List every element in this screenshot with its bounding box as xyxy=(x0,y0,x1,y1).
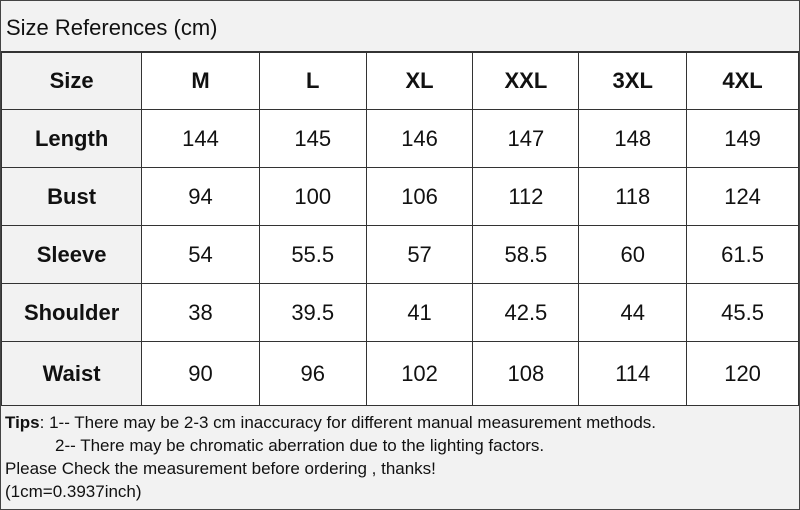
row-label: Length xyxy=(1,109,143,168)
cell-value: 120 xyxy=(686,341,799,406)
cell-value: 55.5 xyxy=(258,225,367,284)
cell-value: 108 xyxy=(472,341,580,406)
header-row: Size M L XL XXL 3XL 4XL xyxy=(1,52,799,110)
cell-value: 96 xyxy=(258,341,367,406)
cell-value: 145 xyxy=(258,109,367,168)
size-header: 3XL xyxy=(578,52,688,110)
tip-line: Tips: 1-- There may be 2-3 cm inaccuracy… xyxy=(5,411,656,434)
cell-value: 38 xyxy=(141,283,260,342)
cell-value: 144 xyxy=(141,109,260,168)
cell-value: 41 xyxy=(365,283,474,342)
row-label: Shoulder xyxy=(1,283,143,342)
cell-value: 57 xyxy=(365,225,474,284)
cell-value: 42.5 xyxy=(472,283,580,342)
cell-value: 100 xyxy=(258,167,367,226)
cell-value: 54 xyxy=(141,225,260,284)
cell-value: 102 xyxy=(365,341,474,406)
size-header: 4XL xyxy=(686,52,799,110)
row-label: Sleeve xyxy=(1,225,143,284)
cell-value: 58.5 xyxy=(472,225,580,284)
cell-value: 90 xyxy=(141,341,260,406)
tips: Tips: 1-- There may be 2-3 cm inaccuracy… xyxy=(5,411,656,503)
cell-value: 94 xyxy=(141,167,260,226)
size-header: M xyxy=(141,52,260,110)
cell-value: 124 xyxy=(686,167,799,226)
table-row: Length 144 145 146 147 148 149 xyxy=(1,109,799,168)
cell-value: 112 xyxy=(472,167,580,226)
cell-value: 106 xyxy=(365,167,474,226)
size-table: Size M L XL XXL 3XL 4XL Length 144 145 146 147 148 14… xyxy=(1,52,799,406)
table-row: Sleeve 54 55.5 57 58.5 60 61.5 xyxy=(1,225,799,284)
table-row: Shoulder 38 39.5 41 42.5 44 45.5 xyxy=(1,283,799,342)
cell-value: 148 xyxy=(578,109,688,168)
corner-cell: Size xyxy=(1,52,143,110)
cell-value: 146 xyxy=(365,109,474,168)
tip-line: 2-- There may be chromatic aberration du… xyxy=(55,436,545,455)
tip-line: Please Check the measurement before orde… xyxy=(5,459,436,478)
size-header: XXL xyxy=(472,52,580,110)
table-row: Waist 90 96 102 108 114 120 xyxy=(1,341,799,406)
cell-value: 39.5 xyxy=(258,283,367,342)
row-label: Waist xyxy=(1,341,143,406)
tip-text: : 1-- There may be 2-3 cm inaccuracy for… xyxy=(39,413,657,432)
cell-value: 45.5 xyxy=(686,283,799,342)
cell-value: 114 xyxy=(578,341,688,406)
row-label: Bust xyxy=(1,167,143,226)
cell-value: 61.5 xyxy=(686,225,799,284)
cell-value: 60 xyxy=(578,225,688,284)
tip-line: (1cm=0.3937inch) xyxy=(5,482,142,501)
cell-value: 118 xyxy=(578,167,688,226)
tips-label: Tips xyxy=(5,413,40,432)
cell-value: 149 xyxy=(686,109,799,168)
cell-value: 44 xyxy=(578,283,688,342)
title: Size References (cm) xyxy=(1,1,799,52)
size-header: L xyxy=(258,52,367,110)
cell-value: 147 xyxy=(472,109,580,168)
size-header: XL xyxy=(365,52,474,110)
table-row: Bust 94 100 106 112 118 124 xyxy=(1,167,799,226)
